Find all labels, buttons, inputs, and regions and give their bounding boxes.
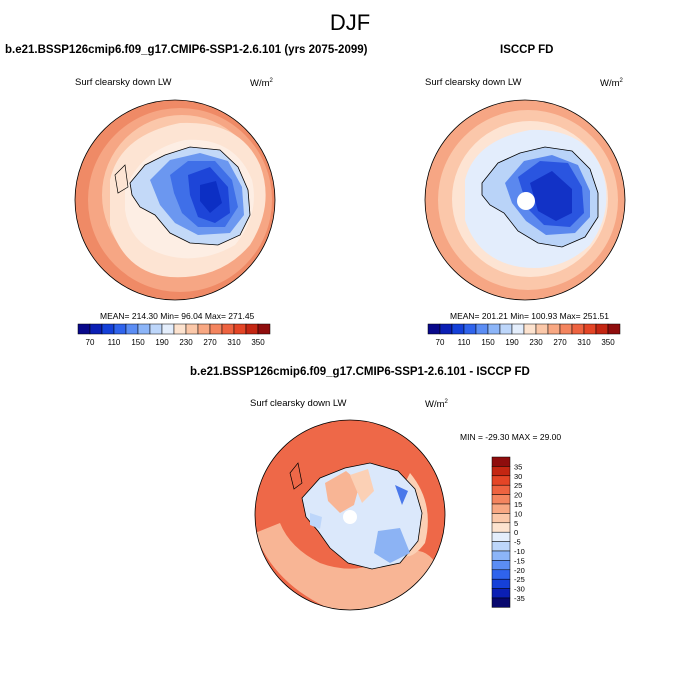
model-colorbar-swatch <box>209 323 223 335</box>
obs-colorbar-swatch <box>511 323 525 335</box>
model-colorbar-tick-label: 190 <box>155 338 169 347</box>
obs-colorbar-swatch <box>499 323 513 335</box>
diff-colorbar-swatch <box>491 550 511 561</box>
obs-units-label: W/m2 <box>600 78 623 90</box>
model-colorbar-tick-label: 230 <box>179 338 193 347</box>
obs-colorbar-swatch <box>535 323 549 335</box>
obs-colorbar-tick-label: 110 <box>458 338 471 347</box>
diff-colorbar-swatch <box>491 522 511 533</box>
diff-colorbar-swatch <box>491 513 511 524</box>
diff-colorbar-tick-label: 25 <box>514 481 522 490</box>
diff-panel-title: b.e21.BSSP126cmip6.f09_g17.CMIP6-SSP1-2.… <box>190 366 530 378</box>
model-colorbar-swatch <box>113 323 127 335</box>
obs-colorbar-swatch <box>583 323 597 335</box>
diff-colorbar-swatch <box>491 578 511 589</box>
obs-colorbar-swatch <box>439 323 453 335</box>
obs-colorbar: 70 110 150 190 230 270 310 350 <box>427 323 621 347</box>
model-colorbar-tick-label: 110 <box>108 338 121 347</box>
diff-colorbar-tick-label: 30 <box>514 472 522 481</box>
obs-variable-label: Surf clearsky down LW <box>425 77 522 88</box>
model-colorbar-swatch <box>101 323 115 335</box>
diff-colorbar-swatch <box>491 597 511 608</box>
diff-colorbar-tick-label: 5 <box>514 519 518 528</box>
obs-colorbar-tick-label: 350 <box>601 338 615 347</box>
model-colorbar-swatch <box>197 323 211 335</box>
obs-colorbar-swatch <box>475 323 489 335</box>
model-polar-map <box>74 99 276 301</box>
diff-colorbar-swatch <box>491 456 511 467</box>
model-colorbar-swatch <box>245 323 259 335</box>
diff-colorbar-swatch <box>491 475 511 486</box>
model-colorbar-swatch <box>149 323 163 335</box>
model-colorbar-swatch <box>125 323 139 335</box>
obs-colorbar-swatch <box>523 323 537 335</box>
obs-panel-title: ISCCP FD <box>500 44 554 56</box>
diff-colorbar-swatch <box>491 466 511 477</box>
obs-colorbar-tick-label: 190 <box>505 338 519 347</box>
obs-colorbar-tick-label: 150 <box>481 338 495 347</box>
diff-colorbar-tick-label: -10 <box>514 547 525 556</box>
diff-colorbar-swatch <box>491 494 511 505</box>
model-colorbar-tick-label: 150 <box>131 338 145 347</box>
diff-colorbar-swatch <box>491 484 511 495</box>
diff-colorbar-tick-label: -20 <box>514 566 525 575</box>
model-variable-label: Surf clearsky down LW <box>75 77 172 88</box>
diff-variable-label: Surf clearsky down LW <box>250 398 347 409</box>
model-colorbar-tick-label: 270 <box>203 338 217 347</box>
diff-colorbar-tick-label: 35 <box>514 462 522 471</box>
obs-colorbar-swatch <box>547 323 561 335</box>
model-panel-title: b.e21.BSSP126cmip6.f09_g17.CMIP6-SSP1-2.… <box>5 44 368 56</box>
diff-colorbar-swatch <box>491 588 511 599</box>
obs-stats: MEAN= 201.21 Min= 100.93 Max= 251.51 <box>450 311 610 321</box>
model-colorbar-swatch <box>257 323 271 335</box>
model-colorbar-swatch <box>89 323 103 335</box>
diff-colorbar-tick-label: 15 <box>514 500 522 509</box>
model-colorbar-tick-label: 70 <box>86 338 95 347</box>
obs-colorbar-swatch <box>451 323 465 335</box>
diff-stats: MIN = -29.30 MAX = 29.00 <box>460 432 562 442</box>
obs-colorbar-tick-label: 70 <box>436 338 445 347</box>
diff-units-label: W/m2 <box>425 399 448 411</box>
diff-colorbar-tick-label: 20 <box>514 491 522 500</box>
obs-colorbar-swatch <box>427 323 441 335</box>
model-colorbar-swatch <box>173 323 187 335</box>
diff-colorbar-tick-label: -35 <box>514 594 525 603</box>
diff-colorbar-tick-label: 0 <box>514 528 518 537</box>
diff-colorbar-tick-label: -30 <box>514 585 525 594</box>
obs-colorbar-swatch <box>487 323 501 335</box>
diff-polar-map <box>254 419 446 611</box>
model-colorbar-swatch <box>77 323 91 335</box>
diff-colorbar-tick-label: -15 <box>514 556 525 565</box>
obs-colorbar-swatch <box>595 323 609 335</box>
diff-colorbar-swatch <box>491 541 511 552</box>
model-colorbar-swatch <box>185 323 199 335</box>
model-colorbar: 70 110 150 190 230 270 310 350 <box>77 323 271 347</box>
obs-colorbar-swatch <box>607 323 621 335</box>
obs-colorbar-tick-label: 310 <box>577 338 591 347</box>
model-colorbar-swatch <box>161 323 175 335</box>
diff-colorbar-swatch <box>491 560 511 571</box>
obs-polar-map <box>424 99 626 301</box>
obs-colorbar-swatch <box>571 323 585 335</box>
model-colorbar-tick-label: 350 <box>251 338 265 347</box>
model-colorbar-swatch <box>233 323 247 335</box>
model-units-label: W/m2 <box>250 78 273 90</box>
model-colorbar-swatch <box>221 323 235 335</box>
obs-colorbar-swatch <box>463 323 477 335</box>
model-colorbar-tick-label: 310 <box>227 338 241 347</box>
diff-colorbar-swatch <box>491 569 511 580</box>
diff-colorbar-tick-label: -25 <box>514 575 525 584</box>
diff-colorbar-swatch <box>491 531 511 542</box>
obs-colorbar-tick-label: 230 <box>529 338 543 347</box>
diff-colorbar-swatch <box>491 503 511 514</box>
diff-colorbar-tick-label: 10 <box>514 509 522 518</box>
obs-colorbar-tick-label: 270 <box>553 338 567 347</box>
model-stats: MEAN= 214.30 Min= 96.04 Max= 271.45 <box>100 311 255 321</box>
figure-title: DJF <box>329 10 371 35</box>
model-colorbar-swatch <box>137 323 151 335</box>
obs-colorbar-swatch <box>559 323 573 335</box>
diff-colorbar-tick-label: -5 <box>514 538 521 547</box>
